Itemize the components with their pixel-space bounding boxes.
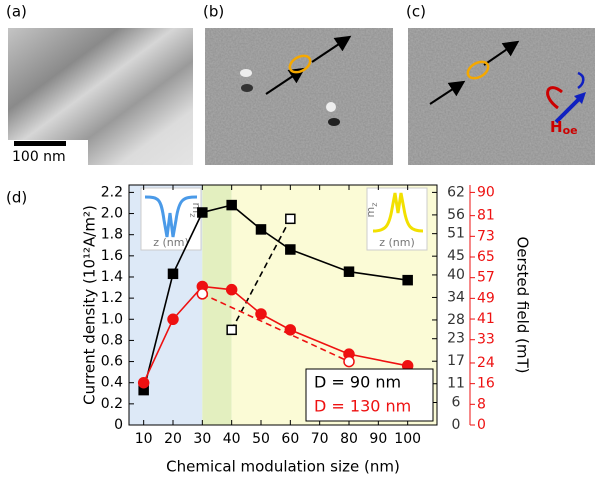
x-tick-label: 50 bbox=[252, 431, 270, 447]
y2-tick-label: 34 bbox=[447, 289, 465, 305]
y2-tick-label: 45 bbox=[447, 248, 465, 264]
marker bbox=[285, 244, 296, 255]
x-tick-label: 20 bbox=[164, 431, 182, 447]
inset-ylabel-m: m bbox=[190, 203, 203, 214]
panel-b bbox=[205, 28, 393, 165]
marker bbox=[226, 324, 237, 336]
y-tick-label: 2.0 bbox=[101, 206, 123, 222]
y3-tick-label: 73 bbox=[477, 228, 495, 244]
y2-tick-label: 51 bbox=[447, 226, 465, 242]
x-tick-label: 100 bbox=[394, 431, 421, 447]
y-tick-label: 0.6 bbox=[101, 354, 123, 370]
y2-tick-label: 0 bbox=[452, 417, 461, 433]
shaded-region bbox=[202, 185, 232, 425]
x-axis-label: Chemical modulation size (nm) bbox=[166, 458, 400, 476]
marker bbox=[343, 266, 355, 277]
marker bbox=[226, 199, 237, 211]
x-tick-label: 60 bbox=[281, 431, 299, 447]
y3-tick-label: 90 bbox=[477, 184, 495, 200]
y-axis-label: Current density (10¹²A/m²) bbox=[81, 205, 99, 405]
y3-axis-label: Oersted field (mT) bbox=[514, 236, 532, 373]
inset-curve bbox=[372, 192, 424, 233]
inset-ylabel-sub: z bbox=[370, 203, 379, 207]
panel-label: (d) bbox=[6, 189, 27, 207]
panel-label: (a) bbox=[6, 3, 27, 21]
marker bbox=[197, 207, 208, 218]
series-line bbox=[201, 293, 350, 363]
marker bbox=[255, 224, 267, 235]
panel-a: 100 nm bbox=[8, 28, 193, 165]
panel-label: (c) bbox=[406, 3, 426, 21]
inset-ylabel-m: m bbox=[364, 207, 377, 218]
legend-entry: D = 90 nm bbox=[314, 373, 401, 392]
y-tick-label: 0.4 bbox=[101, 375, 123, 391]
y2-tick-label: 62 bbox=[447, 184, 465, 200]
y3-tick-label: 24 bbox=[477, 355, 495, 371]
marker bbox=[285, 213, 296, 225]
hoe-sub: oe bbox=[563, 124, 578, 137]
y2-tick-label: 17 bbox=[447, 353, 465, 369]
panel-c: Hoe bbox=[408, 28, 595, 165]
inset-xlabel: z (nm) bbox=[379, 236, 415, 249]
y2-tick-label: 11 bbox=[447, 376, 465, 392]
y2-tick-label: 28 bbox=[447, 312, 465, 328]
marker bbox=[225, 283, 238, 296]
scale-bar-label: 100 nm bbox=[12, 149, 66, 165]
marker bbox=[343, 355, 355, 368]
y2-tick-label: 56 bbox=[447, 207, 465, 223]
marker bbox=[137, 376, 150, 389]
x-tick-label: 30 bbox=[193, 431, 211, 447]
series-line bbox=[142, 204, 408, 391]
inset-ylabel: mz bbox=[364, 203, 379, 218]
y2-tick-label: 40 bbox=[447, 267, 465, 283]
inset-ylabel-sub: z bbox=[189, 213, 198, 217]
x-tick-label: 40 bbox=[223, 431, 241, 447]
y-tick-label: 1.6 bbox=[101, 248, 123, 264]
y-tick-label: 1.2 bbox=[101, 290, 123, 306]
x-tick-label: 80 bbox=[340, 431, 358, 447]
y3-tick-label: 8 bbox=[477, 396, 486, 412]
marker bbox=[284, 324, 297, 336]
marker bbox=[196, 288, 209, 300]
y-tick-label: 1.8 bbox=[101, 227, 123, 243]
y3-tick-label: 33 bbox=[477, 332, 495, 348]
inset-xlabel: z (nm) bbox=[153, 236, 189, 249]
inset-ylabel: mz bbox=[189, 203, 204, 218]
x-tick-label: 10 bbox=[135, 431, 153, 447]
y-tick-label: 0.8 bbox=[101, 332, 123, 348]
y3-tick-label: 49 bbox=[477, 290, 495, 306]
legend-box bbox=[305, 368, 434, 422]
y-tick-label: 0.2 bbox=[101, 396, 123, 412]
x-tick-label: 70 bbox=[311, 431, 329, 447]
y2-tick-label: 6 bbox=[452, 394, 461, 410]
y-tick-label: 0 bbox=[114, 417, 123, 433]
y3-tick-label: 57 bbox=[477, 270, 495, 286]
x-tick-label: 90 bbox=[369, 431, 387, 447]
y-tick-label: 1.4 bbox=[101, 269, 123, 285]
y3-tick-label: 81 bbox=[477, 208, 495, 224]
marker bbox=[167, 313, 179, 326]
marker bbox=[402, 274, 413, 286]
plot-frame bbox=[128, 184, 438, 426]
y3-tick-label: 0 bbox=[477, 417, 486, 433]
series-line bbox=[142, 285, 408, 384]
marker bbox=[167, 268, 179, 280]
y3-tick-label: 16 bbox=[477, 376, 495, 392]
y-tick-label: 2.2 bbox=[101, 184, 123, 200]
y2-tick-label: 23 bbox=[447, 331, 465, 347]
legend-entry: D = 130 nm bbox=[314, 397, 411, 416]
y-tick-label: 1.0 bbox=[101, 311, 123, 327]
panel-label: (b) bbox=[203, 3, 224, 21]
y3-tick-label: 41 bbox=[477, 311, 495, 327]
hoe-h: H bbox=[550, 118, 563, 136]
y3-tick-label: 65 bbox=[477, 249, 495, 265]
hoe-label: Hoe bbox=[550, 118, 578, 138]
marker bbox=[255, 308, 267, 320]
inset-curve bbox=[144, 195, 198, 238]
